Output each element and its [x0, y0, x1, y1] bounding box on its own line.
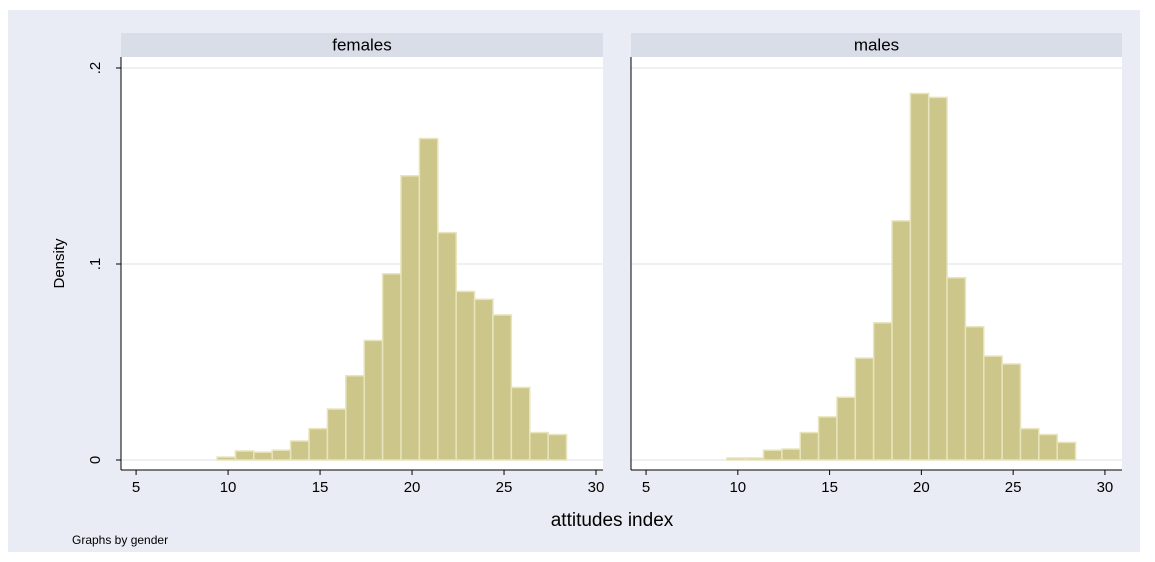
bar — [1001, 363, 1022, 461]
bar — [271, 449, 292, 461]
bar — [253, 451, 273, 461]
bar — [455, 290, 476, 461]
x-tick-label: 15 — [312, 479, 329, 496]
bar — [437, 231, 457, 461]
y-tick-label: 0 — [87, 456, 104, 464]
bar — [927, 96, 948, 461]
x-tick-label: 15 — [821, 479, 838, 496]
bar — [216, 456, 237, 461]
y-tick-label: .2 — [87, 62, 104, 75]
x-tick-label: 30 — [1097, 479, 1114, 496]
x-tick-label: 25 — [496, 479, 513, 496]
bar — [363, 339, 384, 461]
x-tick-label: 10 — [729, 479, 746, 496]
bar — [964, 325, 985, 461]
bar — [289, 440, 310, 461]
bar — [726, 457, 746, 461]
bar — [836, 396, 857, 461]
y-axis-label: Density — [51, 238, 68, 289]
bar — [473, 298, 494, 461]
bar — [909, 92, 930, 461]
note: Graphs by gender — [72, 533, 168, 547]
panel-title: males — [854, 35, 899, 54]
bar — [326, 408, 347, 461]
bar — [400, 175, 421, 461]
x-tick-label: 30 — [588, 479, 605, 496]
x-tick-label: 5 — [132, 479, 140, 496]
x-tick-label: 20 — [913, 479, 930, 496]
x-tick-label: 5 — [642, 479, 650, 496]
y-tick-label: .1 — [87, 258, 104, 271]
x-tick-label: 10 — [220, 479, 237, 496]
bar — [547, 433, 568, 461]
bar — [510, 386, 531, 461]
panel-header — [631, 33, 1122, 57]
bar — [872, 322, 893, 461]
bar — [799, 431, 820, 461]
panel-header — [121, 33, 603, 57]
bar — [891, 220, 912, 461]
bar — [345, 374, 365, 461]
bar — [381, 273, 402, 461]
bar — [983, 355, 1003, 461]
bar — [946, 276, 967, 461]
bar — [817, 416, 838, 461]
bar — [418, 137, 439, 461]
bar — [492, 314, 513, 461]
bar — [529, 431, 549, 461]
bar — [1019, 427, 1040, 461]
x-tick-label: 25 — [1005, 479, 1022, 496]
x-axis-label: attitudes index — [551, 510, 674, 531]
bar — [762, 449, 783, 461]
bar — [1056, 441, 1077, 461]
bar — [308, 427, 329, 461]
bar — [1038, 433, 1058, 461]
bar — [744, 457, 765, 461]
bar — [781, 448, 801, 461]
panel-title: females — [332, 35, 392, 54]
bar — [854, 357, 875, 461]
x-tick-label: 20 — [404, 479, 421, 496]
bar — [234, 450, 255, 461]
